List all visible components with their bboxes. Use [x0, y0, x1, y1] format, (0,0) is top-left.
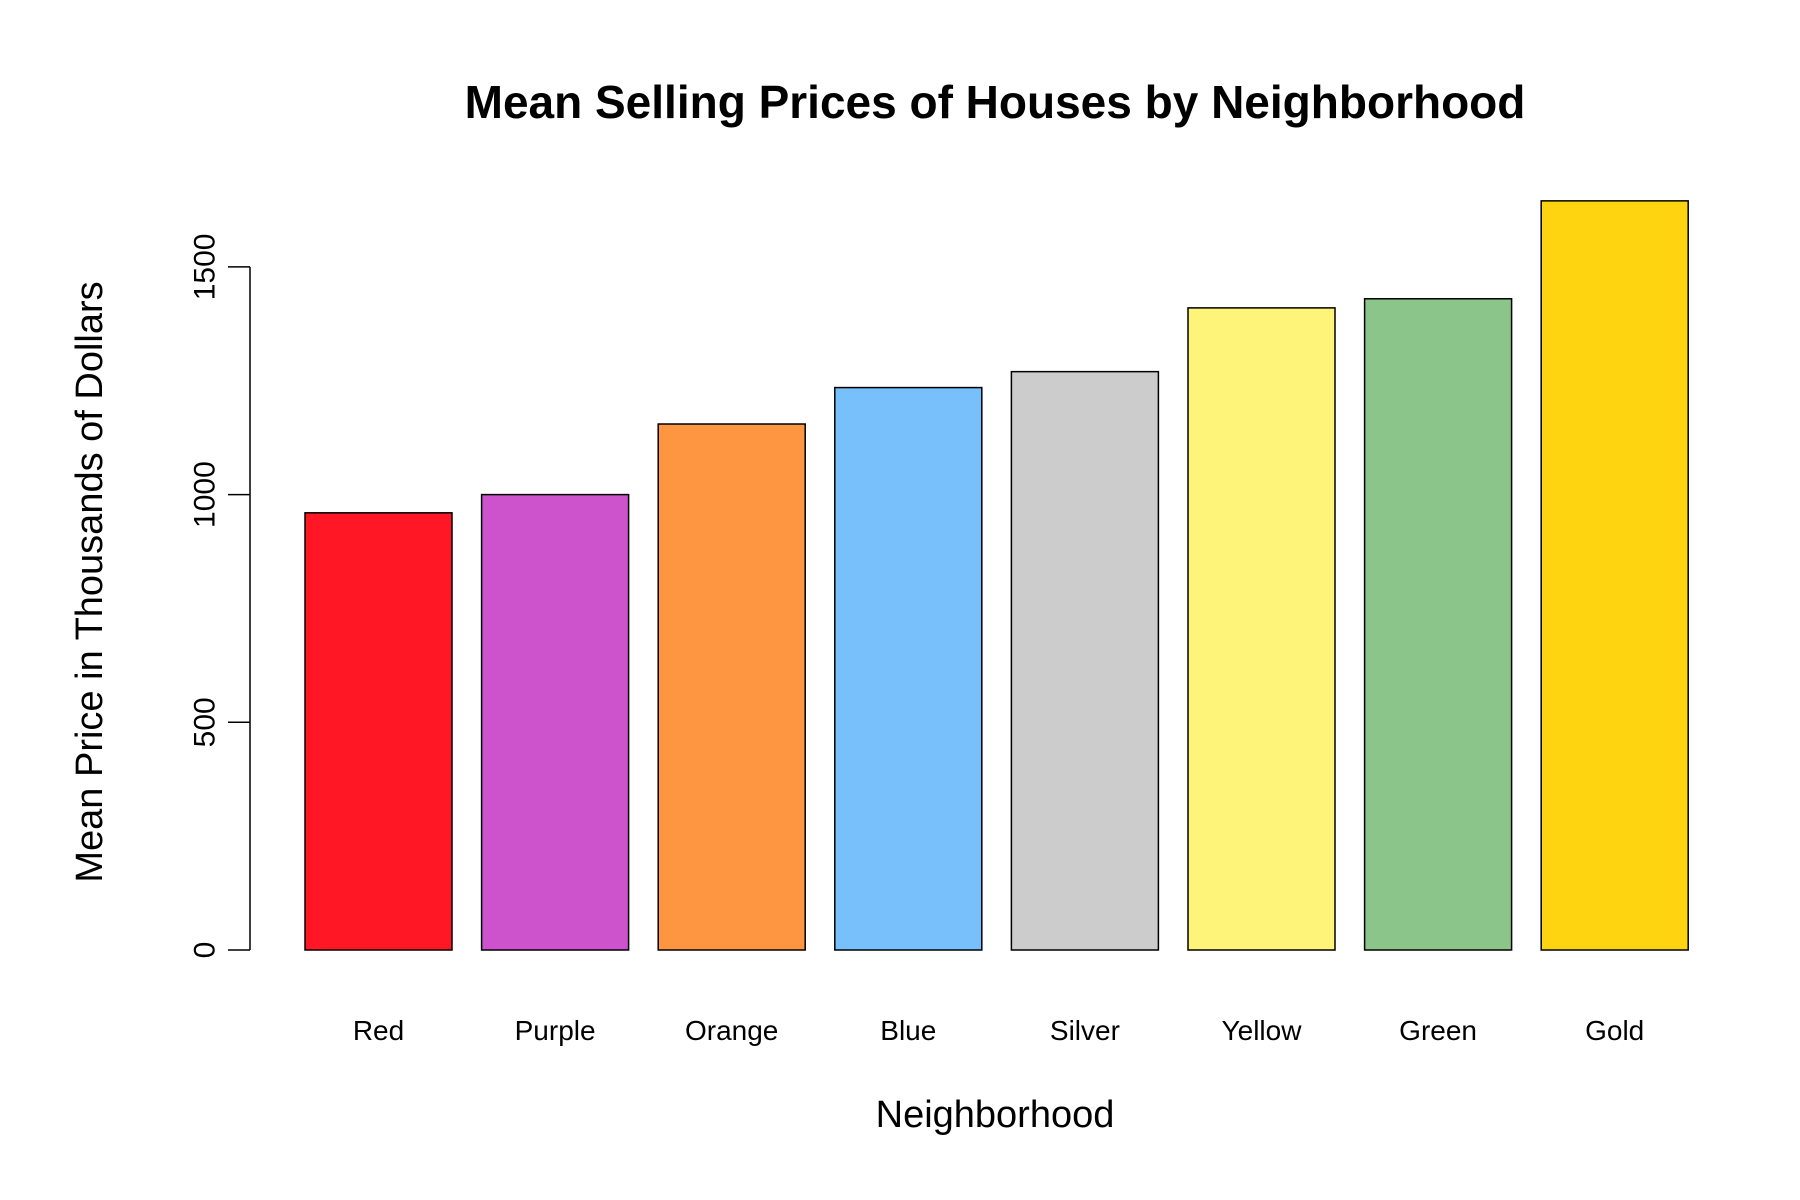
bar-blue — [834, 386, 983, 951]
bar-orange — [657, 423, 806, 951]
y-tick-label: 0 — [189, 942, 222, 959]
bar-yellow — [1187, 307, 1336, 951]
y-tick-label: 1000 — [189, 461, 222, 528]
bar-gold — [1540, 200, 1689, 951]
x-tick-label: Green — [1399, 1015, 1477, 1046]
x-tick-label: Orange — [685, 1015, 778, 1046]
x-tick-label: Silver — [1050, 1015, 1120, 1046]
x-tick-label: Gold — [1585, 1015, 1644, 1046]
x-tick-label: Blue — [880, 1015, 936, 1046]
bar-silver — [1010, 370, 1160, 951]
bars — [304, 200, 1689, 951]
y-axis-title: Mean Price in Thousands of Dollars — [69, 281, 111, 882]
y-axis: 0 500 1000 1500 — [189, 234, 251, 959]
chart-title: Mean Selling Prices of Houses by Neighbo… — [465, 76, 1526, 128]
x-axis-labels: Red Purple Orange Blue Silver Yellow Green Gold — [353, 1015, 1644, 1046]
x-tick-label: Purple — [515, 1015, 596, 1046]
y-tick-label: 500 — [189, 697, 222, 747]
bar-green — [1363, 298, 1513, 951]
bar-purple — [480, 493, 630, 951]
x-axis-title: Neighborhood — [876, 1094, 1115, 1136]
y-tick-label: 1500 — [189, 234, 222, 301]
bar-red — [304, 512, 453, 951]
x-tick-label: Red — [353, 1015, 404, 1046]
x-tick-label: Yellow — [1222, 1015, 1303, 1046]
